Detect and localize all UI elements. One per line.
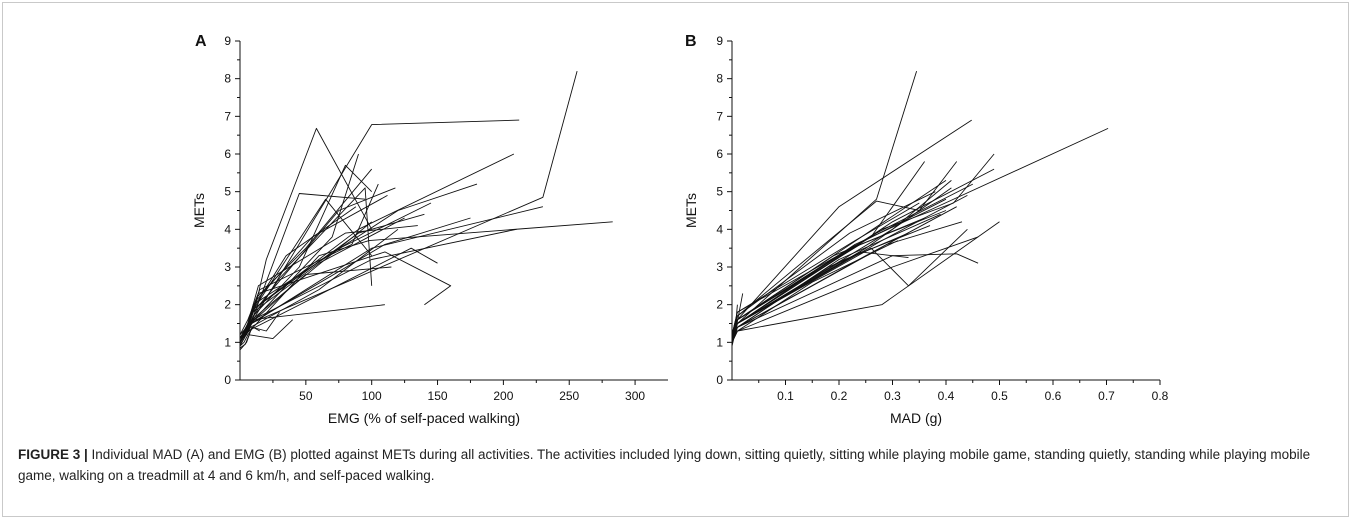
y-tick-label: 0: [716, 373, 723, 387]
y-tick-label: 4: [716, 222, 723, 236]
y-tick-label: 3: [716, 260, 723, 274]
y-tick-label: 8: [224, 72, 231, 86]
y-tick-label: 4: [224, 222, 231, 236]
series-line: [731, 228, 968, 339]
y-tick-label: 1: [224, 335, 231, 349]
series-line: [239, 221, 372, 343]
x-tick-label: 0.1: [777, 389, 794, 403]
series-line: [731, 195, 968, 339]
series-line: [239, 206, 357, 339]
x-axis-label: EMG (% of self-paced walking): [328, 410, 520, 426]
y-tick-label: 2: [716, 298, 723, 312]
series-line: [731, 198, 947, 335]
x-tick-label: 0.4: [938, 389, 955, 403]
x-tick-label: 300: [625, 389, 645, 403]
y-axis-label: METs: [191, 193, 207, 228]
y-tick-label: 1: [716, 335, 723, 349]
y-tick-label: 2: [224, 298, 231, 312]
series-line: [239, 247, 438, 347]
series-line: [239, 217, 405, 343]
figure-label: FIGURE 3 |: [18, 447, 88, 462]
y-tick-label: 8: [716, 72, 723, 86]
y-tick-label: 5: [224, 185, 231, 199]
x-tick-label: 100: [362, 389, 382, 403]
x-tick-label: 0.6: [1045, 389, 1062, 403]
panel-label: B: [685, 33, 697, 50]
x-tick-label: 0.7: [1098, 389, 1115, 403]
x-tick-label: 0.5: [991, 389, 1008, 403]
series-line: [731, 221, 963, 343]
series-line: [239, 202, 432, 343]
x-tick-label: 150: [428, 389, 448, 403]
x-tick-label: 0.8: [1152, 389, 1169, 403]
y-tick-label: 7: [716, 109, 723, 123]
series-line: [239, 183, 379, 336]
y-tick-label: 6: [224, 147, 231, 161]
y-tick-label: 3: [224, 260, 231, 274]
panel-label: A: [195, 33, 207, 50]
y-tick-label: 5: [716, 185, 723, 199]
y-tick-label: 9: [224, 34, 231, 48]
series-line: [239, 319, 294, 349]
series-line: [731, 202, 920, 335]
series-line: [731, 153, 995, 339]
series-line: [731, 253, 979, 343]
x-tick-label: 0.3: [884, 389, 901, 403]
series-line: [731, 225, 931, 339]
series-line: [239, 221, 613, 343]
figure-caption: FIGURE 3 | Individual MAD (A) and EMG (B…: [18, 444, 1338, 486]
series-line: [239, 266, 392, 343]
series-line: [731, 304, 738, 347]
x-tick-label: 0.2: [831, 389, 848, 403]
y-tick-label: 6: [716, 147, 723, 161]
x-tick-label: 50: [299, 389, 313, 403]
caption-text: Individual MAD (A) and EMG (B) plotted a…: [18, 447, 1311, 483]
x-tick-label: 200: [493, 389, 513, 403]
series-line: [239, 127, 373, 339]
y-tick-label: 0: [224, 373, 231, 387]
series-line: [731, 217, 925, 339]
y-tick-label: 7: [224, 109, 231, 123]
x-axis-label: MAD (g): [890, 410, 942, 426]
series-line: [239, 225, 418, 339]
chart-panel-a: 0 1 2 3 4 5 6 7 8 9 50 100 150 200 250 300 EMG (% of sel…: [191, 33, 668, 426]
series-line: [239, 326, 261, 347]
y-tick-label: 9: [716, 34, 723, 48]
y-axis-label: METs: [683, 193, 699, 228]
series-line: [731, 293, 744, 343]
series-line: [731, 206, 957, 343]
chart-panel-b: 0 1 2 3 4 5 6 7 8 9 0.1 0.2 0.3 0.4 0.5 0.6 0.7 0.8 MAD (g…: [683, 33, 1169, 426]
x-tick-label: 250: [559, 389, 579, 403]
